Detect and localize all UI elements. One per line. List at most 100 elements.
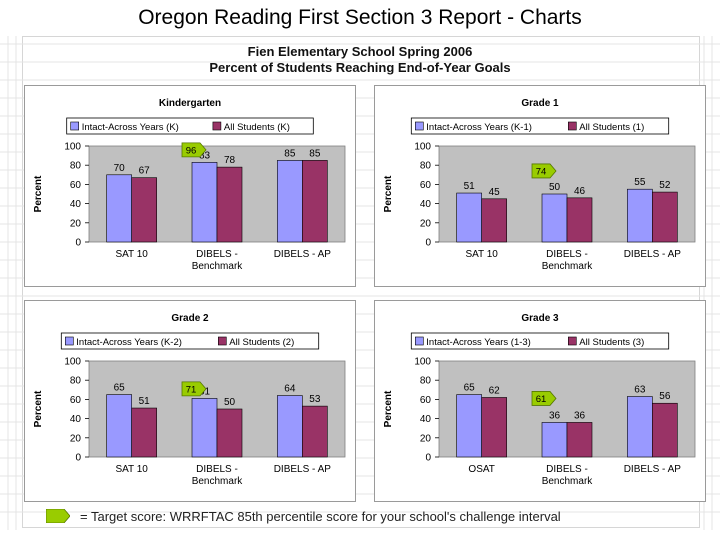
legend-label: Intact-Across Years (K) — [82, 122, 179, 133]
y-tick-label: 20 — [70, 218, 82, 229]
bar — [216, 408, 243, 458]
chart-svg: Grade 2 Intact-Across Years (K-2) All Stud… — [33, 313, 346, 487]
bar — [456, 394, 482, 458]
category-label: SAT 10 — [115, 464, 148, 475]
y-tick-label: 80 — [70, 161, 82, 172]
y-tick-label: 80 — [420, 376, 432, 387]
bar — [652, 402, 678, 458]
data-label: 61 — [199, 386, 211, 397]
bar — [541, 422, 568, 458]
category-label: DIBELS - — [196, 249, 238, 260]
data-label: 51 — [464, 181, 476, 192]
bar — [652, 191, 678, 243]
bar — [131, 177, 157, 243]
y-tick-label: 20 — [70, 433, 82, 444]
legend-swatch — [70, 121, 80, 131]
y-tick-label: 0 — [425, 238, 431, 249]
chart-legend: Intact-Across Years (K) All Students (K) — [66, 117, 314, 135]
data-label: 64 — [284, 384, 296, 395]
data-label: 56 — [659, 391, 671, 402]
category-label: DIBELS - AP — [274, 464, 332, 475]
category-label: DIBELS - — [546, 464, 588, 475]
data-label: 83 — [199, 150, 211, 161]
y-tick-label: 60 — [420, 395, 432, 406]
target-flag-shape — [181, 381, 207, 397]
chart-legend: Intact-Across Years (K-2) All Students (2… — [60, 332, 320, 350]
y-axis-label: Percent — [33, 390, 44, 427]
legend-swatch — [212, 121, 222, 131]
bar — [191, 162, 218, 243]
legend-label: All Students (1) — [579, 122, 644, 133]
y-tick-label: 40 — [70, 199, 82, 210]
chart-legend: Intact-Across Years (K-1) All Students (1… — [410, 117, 670, 135]
bar — [277, 160, 303, 243]
chart-svg: Kindergarten Intact-Across Years (K) All S… — [33, 98, 346, 272]
bar — [481, 397, 507, 458]
category-label: DIBELS - AP — [624, 464, 682, 475]
category-label: SAT 10 — [465, 249, 498, 260]
y-tick-label: 20 — [420, 218, 432, 229]
data-label: 50 — [549, 182, 561, 193]
legend-label: All Students (K) — [224, 122, 290, 133]
y-tick-label: 100 — [414, 357, 431, 368]
y-tick-label: 100 — [64, 357, 81, 368]
data-label: 67 — [139, 166, 151, 177]
bar — [106, 174, 132, 243]
legend-label: All Students (2) — [229, 337, 294, 348]
y-tick-label: 20 — [420, 433, 432, 444]
legend-label: All Students (3) — [579, 337, 644, 348]
y-axis-label: Percent — [33, 175, 44, 212]
legend-swatch — [414, 336, 424, 346]
data-label: 62 — [489, 385, 501, 396]
legend-label: Intact-Across Years (K-1) — [426, 122, 532, 133]
school-line: Fien Elementary School Spring 2006 — [247, 44, 473, 59]
data-label: 36 — [549, 410, 561, 421]
bar — [627, 188, 653, 243]
category-label: DIBELS - AP — [274, 249, 332, 260]
data-label: 52 — [659, 180, 671, 191]
target-flag: 61 — [531, 391, 557, 406]
category-label: DIBELS - — [546, 249, 588, 260]
category-label: Benchmark — [192, 476, 244, 487]
legend-swatch — [568, 336, 577, 346]
bar — [481, 198, 507, 243]
y-tick-label: 40 — [420, 199, 432, 210]
target-flag-shape — [531, 391, 557, 406]
data-label: 55 — [634, 177, 646, 188]
bar — [106, 394, 132, 458]
chart-svg: Grade 3 Intact-Across Years (1-3) All Stud… — [383, 313, 696, 487]
chart-kindergarten: Kindergarten Intact-Across Years (K) All S… — [24, 85, 356, 287]
y-tick-label: 40 — [420, 414, 432, 425]
target-flag: 96 — [181, 142, 207, 158]
category-label: Benchmark — [192, 261, 244, 272]
y-tick-label: 60 — [70, 395, 82, 406]
target-flag-icon — [46, 509, 70, 523]
category-label: Benchmark — [542, 476, 594, 487]
chart-svg: Grade 1 Intact-Across Years (K-1) All Stud… — [383, 98, 696, 272]
chart-title: Grade 1 — [521, 98, 559, 109]
target-flag: 71 — [181, 381, 207, 397]
bar — [456, 192, 482, 243]
category-label: SAT 10 — [115, 249, 148, 260]
legend-swatch — [218, 336, 227, 346]
data-label: 85 — [284, 148, 296, 159]
category-label: DIBELS - AP — [624, 249, 682, 260]
data-label: 85 — [309, 148, 321, 159]
target-flag-shape — [181, 142, 207, 158]
data-label: 63 — [634, 385, 646, 396]
target-value-label: 61 — [536, 394, 547, 405]
data-label: 36 — [574, 410, 586, 421]
data-label: 65 — [114, 383, 126, 394]
chart-title: Kindergarten — [159, 98, 221, 109]
subtitle-line: Percent of Students Reaching End-of-Year… — [209, 60, 511, 75]
report-header: Fien Elementary School Spring 2006 Perce… — [0, 44, 720, 76]
data-label: 51 — [139, 396, 151, 407]
footnote-text: = Target score: WRRFTAC 85th percentile … — [80, 508, 561, 524]
legend-label: Intact-Across Years (1-3) — [426, 337, 531, 348]
y-tick-label: 80 — [420, 161, 432, 172]
target-value-label: 74 — [536, 166, 547, 177]
chart-title: Grade 3 — [521, 313, 559, 324]
data-label: 45 — [489, 187, 501, 198]
y-tick-label: 60 — [420, 180, 432, 191]
data-label: 65 — [464, 383, 476, 394]
